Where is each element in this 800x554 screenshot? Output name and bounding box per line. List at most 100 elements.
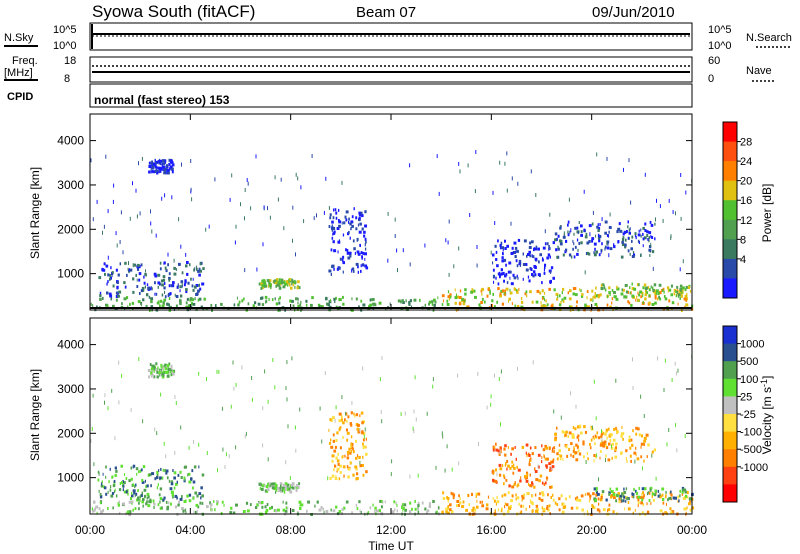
range-cell xyxy=(171,493,174,497)
range-cell xyxy=(644,172,646,177)
range-cell xyxy=(251,397,253,402)
range-cell xyxy=(512,273,515,277)
range-cell xyxy=(330,248,333,252)
range-cell xyxy=(543,483,546,486)
range-cell xyxy=(192,277,194,281)
range-cell xyxy=(297,286,301,290)
range-cell xyxy=(149,287,152,291)
range-cell xyxy=(647,443,650,447)
range-cell xyxy=(635,446,637,450)
range-cell xyxy=(537,464,539,469)
range-cell xyxy=(183,479,186,483)
range-cell xyxy=(189,297,193,301)
range-cell xyxy=(675,290,677,293)
range-cell xyxy=(365,437,367,441)
range-cell xyxy=(350,411,353,415)
range-cell xyxy=(596,152,598,157)
range-cell xyxy=(349,422,352,426)
range-cell xyxy=(630,459,632,463)
y-tick-label: 1000 xyxy=(57,267,84,281)
range-cell xyxy=(474,189,476,194)
range-cell xyxy=(144,285,146,289)
range-cell xyxy=(644,487,647,491)
range-cell xyxy=(688,497,692,501)
range-cell xyxy=(544,444,548,448)
range-cell xyxy=(506,509,510,513)
colorbar-segment xyxy=(723,141,737,162)
range-cell xyxy=(628,228,631,232)
freq-tick-top: 18 xyxy=(64,55,76,67)
range-cell xyxy=(194,285,197,289)
range-cell xyxy=(496,500,500,504)
range-cell xyxy=(578,452,582,456)
range-cell xyxy=(160,159,163,163)
range-cell xyxy=(140,303,142,307)
range-cell xyxy=(119,511,121,515)
range-cell xyxy=(670,511,673,515)
range-cell xyxy=(122,502,125,506)
range-cell xyxy=(260,296,263,300)
range-cell xyxy=(364,224,367,228)
range-cell xyxy=(600,450,602,453)
range-cell xyxy=(626,459,628,463)
range-cell xyxy=(356,238,358,242)
range-cell xyxy=(305,303,308,307)
range-cell xyxy=(221,406,223,411)
range-cell xyxy=(415,417,417,422)
range-cell xyxy=(244,216,245,221)
range-cell xyxy=(560,301,562,304)
range-cell xyxy=(325,176,327,181)
range-cell xyxy=(657,494,660,498)
range-cell xyxy=(150,371,153,375)
range-cell xyxy=(477,371,479,376)
range-cell xyxy=(637,498,640,502)
colorbar-tick-label: 16 xyxy=(740,195,752,207)
range-cell xyxy=(641,511,644,515)
range-cell xyxy=(433,298,436,302)
range-cell xyxy=(447,290,450,294)
range-cell xyxy=(589,442,591,446)
range-cell xyxy=(652,288,655,292)
range-cell xyxy=(113,183,115,188)
range-cell xyxy=(497,508,500,512)
range-cell xyxy=(112,199,114,204)
range-cell xyxy=(342,302,345,306)
range-cell xyxy=(523,493,526,497)
range-cell xyxy=(456,504,459,508)
range-cell xyxy=(502,464,504,468)
range-cell xyxy=(332,439,335,443)
range-cell xyxy=(408,301,411,304)
range-cell xyxy=(454,288,456,292)
range-cell xyxy=(675,211,676,216)
x-tick-label: 00:00 xyxy=(75,523,105,537)
range-cell xyxy=(467,163,469,168)
range-cell xyxy=(171,167,174,171)
range-cell xyxy=(629,454,632,458)
range-cell xyxy=(615,446,617,450)
range-cell xyxy=(123,297,127,301)
range-cell xyxy=(596,305,598,309)
range-cell xyxy=(618,222,621,226)
range-cell xyxy=(654,237,656,241)
range-cell xyxy=(188,445,190,450)
range-cell xyxy=(343,474,345,478)
range-cell xyxy=(572,449,575,453)
range-cell xyxy=(650,285,652,289)
range-cell xyxy=(297,301,299,305)
range-cell xyxy=(492,253,495,257)
range-cell xyxy=(611,289,614,292)
range-cell xyxy=(292,304,295,308)
range-cell xyxy=(167,367,170,371)
range-cell xyxy=(504,247,507,250)
range-cell xyxy=(554,436,557,440)
range-cell xyxy=(380,511,383,515)
range-cell xyxy=(601,217,603,222)
range-cell xyxy=(283,280,286,284)
range-cell xyxy=(495,502,497,506)
range-cell xyxy=(210,508,213,512)
range-cell xyxy=(527,275,530,279)
range-cell xyxy=(394,508,396,512)
range-cell xyxy=(138,501,140,505)
range-cell xyxy=(146,283,149,287)
range-cell xyxy=(402,508,404,512)
